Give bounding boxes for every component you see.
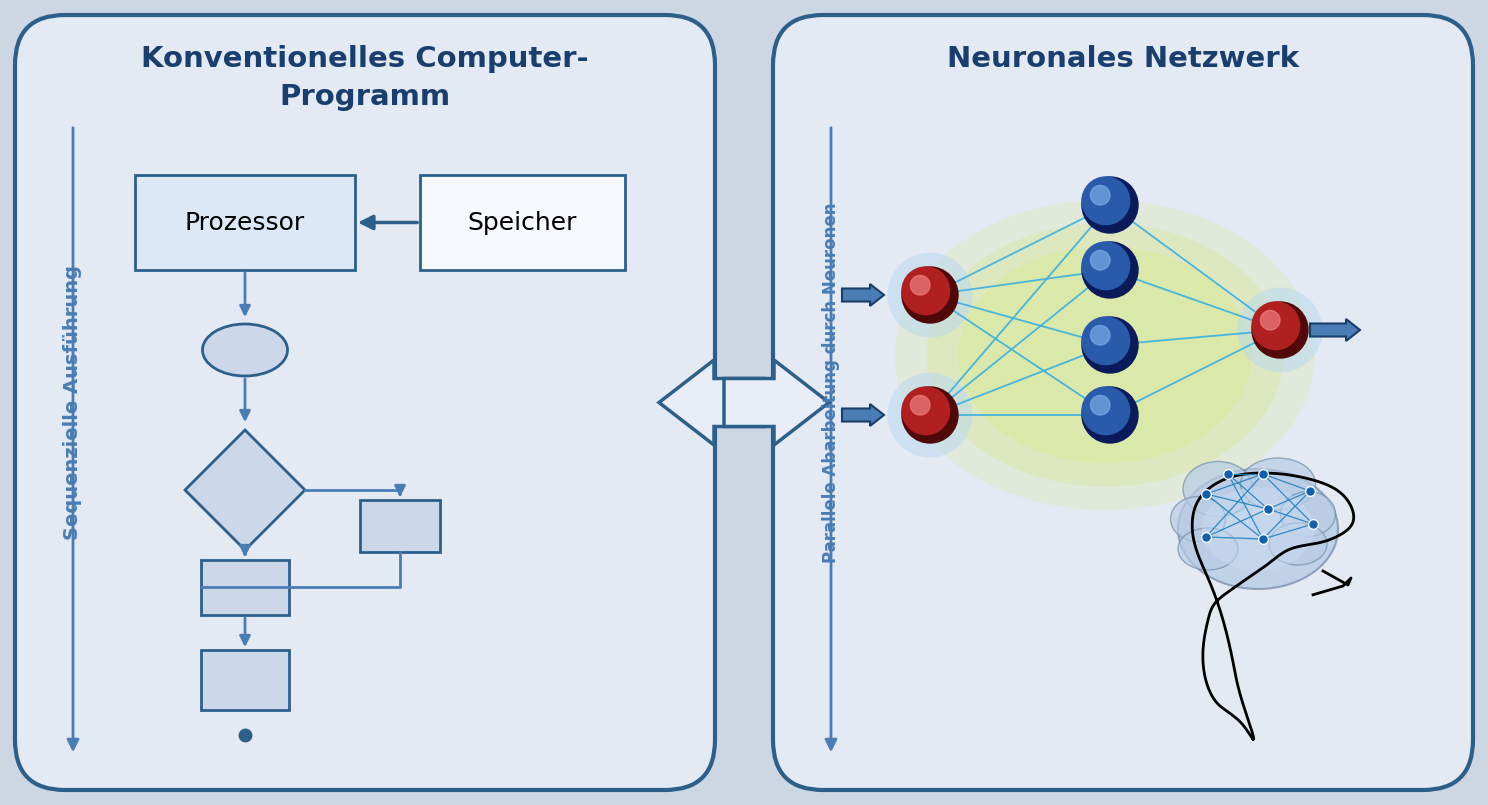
Text: Konventionelles Computer-: Konventionelles Computer- [141,45,589,73]
Circle shape [1091,185,1110,205]
Text: Sequenzielle Ausführung: Sequenzielle Ausführung [64,265,82,540]
Circle shape [902,387,958,443]
Circle shape [1251,302,1299,349]
Text: Parallele Abarbeitung durch Neuronen: Parallele Abarbeitung durch Neuronen [821,202,841,563]
Circle shape [1082,317,1138,373]
Circle shape [1082,387,1138,443]
Text: Programm: Programm [280,83,451,111]
Bar [420,175,625,270]
FancyArrow shape [842,404,884,426]
FancyArrow shape [842,284,884,306]
Bar [360,500,440,552]
Polygon shape [185,430,305,550]
Circle shape [902,267,958,323]
Circle shape [902,267,949,315]
Ellipse shape [202,324,287,376]
FancyBboxPatch shape [772,15,1473,790]
Bar [201,650,289,710]
Ellipse shape [1269,523,1327,565]
Circle shape [911,275,930,295]
Ellipse shape [887,253,973,337]
Circle shape [1091,325,1110,345]
Circle shape [1082,177,1138,233]
Circle shape [1082,387,1129,435]
Ellipse shape [1202,487,1314,571]
Circle shape [1260,311,1280,330]
FancyBboxPatch shape [15,15,716,790]
Ellipse shape [1178,528,1238,570]
Ellipse shape [894,200,1315,510]
Ellipse shape [1171,497,1226,542]
Bar [135,175,356,270]
Text: Speicher: Speicher [467,210,577,234]
Text: Neuronales Netzwerk: Neuronales Netzwerk [946,45,1299,73]
Circle shape [1091,250,1110,270]
Ellipse shape [1281,492,1336,536]
Circle shape [1082,242,1138,298]
Ellipse shape [927,223,1284,487]
Bar [201,560,289,615]
Circle shape [1082,177,1129,225]
Circle shape [1251,302,1308,358]
FancyArrow shape [725,360,829,445]
Text: Prozessor: Prozessor [185,210,305,234]
Circle shape [1082,242,1129,290]
Ellipse shape [1183,461,1253,517]
Ellipse shape [887,373,973,457]
FancyArrow shape [1309,319,1360,341]
Ellipse shape [1241,458,1315,510]
Circle shape [1091,395,1110,415]
Circle shape [902,387,949,435]
Ellipse shape [1238,287,1323,373]
Ellipse shape [1178,469,1338,589]
Ellipse shape [958,246,1251,464]
FancyArrow shape [659,360,763,445]
Circle shape [1082,317,1129,365]
Circle shape [911,395,930,415]
